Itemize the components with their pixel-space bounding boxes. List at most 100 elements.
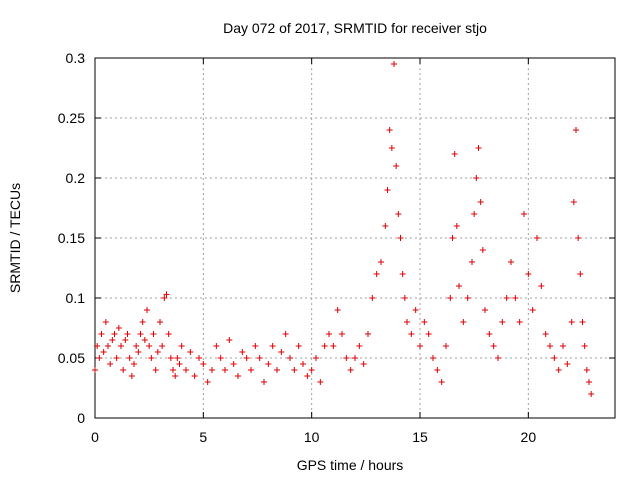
data-point xyxy=(107,361,114,367)
data-point xyxy=(334,307,341,313)
data-point xyxy=(146,343,153,349)
data-point xyxy=(339,331,345,337)
data-point xyxy=(170,367,176,373)
y-tick-label: 0 xyxy=(77,410,85,426)
data-point xyxy=(226,337,233,343)
data-point xyxy=(373,271,380,277)
data-point xyxy=(412,307,419,313)
data-point xyxy=(111,331,118,337)
data-point xyxy=(92,367,98,373)
data-point xyxy=(356,343,363,349)
data-point xyxy=(126,355,133,361)
data-point xyxy=(308,367,315,373)
data-point xyxy=(139,319,146,325)
data-point xyxy=(148,355,155,361)
data-point xyxy=(154,349,161,355)
data-point xyxy=(304,373,311,379)
data-point xyxy=(313,355,319,361)
data-point xyxy=(217,355,224,361)
data-point xyxy=(141,337,148,343)
data-point xyxy=(560,343,566,349)
data-point xyxy=(586,379,592,385)
data-point xyxy=(395,211,402,217)
data-point xyxy=(248,367,254,373)
y-tick-label: 0.15 xyxy=(58,230,85,246)
data-point xyxy=(490,343,497,349)
data-point xyxy=(167,355,174,361)
data-point xyxy=(122,337,129,343)
data-point xyxy=(252,343,259,349)
y-ticks: 0 0.05 0.1 0.15 0.2 0.25 0.3 xyxy=(58,50,615,426)
data-point xyxy=(542,331,549,337)
data-point xyxy=(200,361,207,367)
data-point xyxy=(475,145,482,151)
data-point xyxy=(425,331,432,337)
data-point xyxy=(360,361,367,367)
data-point xyxy=(120,367,127,373)
data-point xyxy=(538,283,545,289)
data-point xyxy=(94,343,101,349)
data-point xyxy=(378,259,384,265)
data-point xyxy=(579,319,586,325)
data-point xyxy=(384,187,391,193)
data-point xyxy=(269,343,276,349)
data-point xyxy=(473,175,480,181)
data-point xyxy=(124,331,131,337)
data-point xyxy=(157,319,163,325)
y-axis-label: SRMTID / TECUs xyxy=(7,183,23,293)
data-point xyxy=(102,319,109,325)
data-point xyxy=(408,331,415,337)
data-point xyxy=(438,379,445,385)
data-point xyxy=(575,235,582,241)
data-point xyxy=(133,343,140,349)
data-point xyxy=(172,373,179,379)
data-point xyxy=(471,211,478,217)
data-point xyxy=(105,343,111,349)
data-point xyxy=(128,373,135,379)
data-point xyxy=(583,367,590,373)
data-point xyxy=(187,349,194,355)
data-point xyxy=(152,367,159,373)
data-points xyxy=(92,61,595,397)
data-point xyxy=(447,295,454,301)
data-point xyxy=(113,355,120,361)
data-point xyxy=(326,331,332,337)
data-point xyxy=(163,291,170,298)
data-point xyxy=(581,343,588,349)
y-tick-label: 0.05 xyxy=(58,350,85,366)
data-point xyxy=(196,355,202,361)
y-tick-label: 0.25 xyxy=(58,110,85,126)
data-point xyxy=(399,271,406,277)
data-point xyxy=(191,373,198,379)
data-point xyxy=(274,367,280,373)
data-point xyxy=(393,163,400,169)
data-point xyxy=(404,319,410,325)
data-point xyxy=(449,235,456,241)
data-point xyxy=(317,379,324,385)
data-point xyxy=(239,349,246,355)
data-point xyxy=(282,331,289,337)
x-axis-label: GPS time / hours xyxy=(297,457,404,473)
data-point xyxy=(100,349,107,355)
data-point xyxy=(479,247,486,253)
data-point xyxy=(516,319,523,325)
data-point xyxy=(521,211,527,217)
data-point xyxy=(456,283,462,289)
data-point xyxy=(477,199,484,205)
data-point xyxy=(499,319,506,325)
data-point xyxy=(365,331,371,337)
data-point xyxy=(176,361,183,367)
data-point xyxy=(588,391,595,397)
data-point xyxy=(321,343,328,349)
data-point xyxy=(204,379,211,385)
data-point xyxy=(391,61,397,67)
data-point xyxy=(330,343,337,349)
data-point xyxy=(460,319,467,325)
y-tick-label: 0.2 xyxy=(66,170,86,186)
data-point xyxy=(261,379,267,385)
data-point xyxy=(551,355,558,361)
data-point xyxy=(486,331,493,337)
data-point xyxy=(278,349,285,355)
x-tick-label: 20 xyxy=(521,429,537,445)
data-point xyxy=(230,361,237,367)
